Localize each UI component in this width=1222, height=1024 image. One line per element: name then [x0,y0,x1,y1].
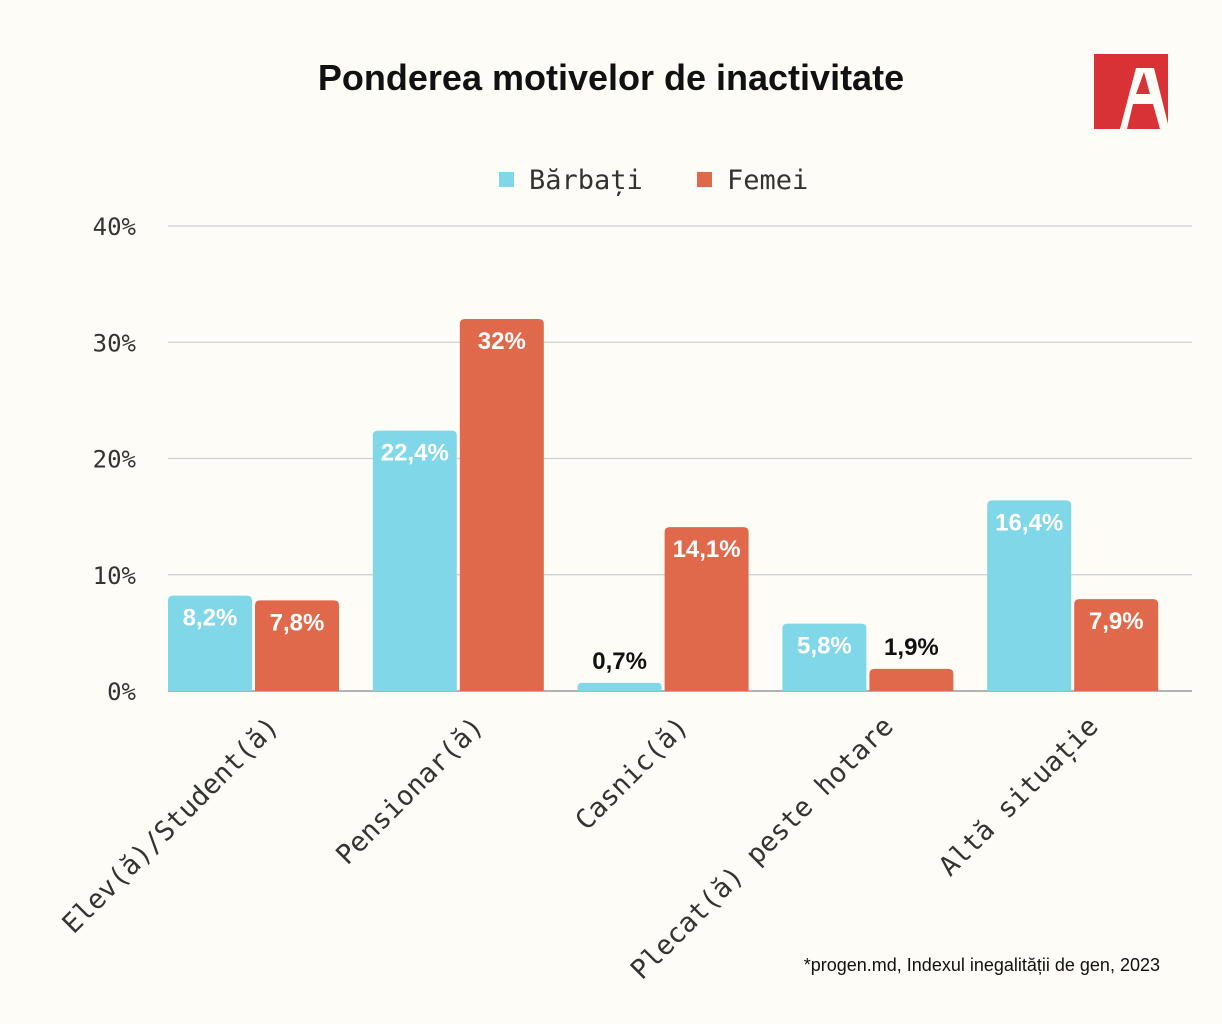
chart-title: Ponderea motivelor de inactivitate [318,57,904,98]
bars: 8,2% 7,8% 22,4% 32% 0,7% 14,1% 5,8% 1,9% 16,4% 7,… [168,319,1159,691]
data-label: 22,4% [381,440,449,467]
logo-letter-a [1120,68,1168,129]
data-label: 16,4% [995,509,1063,536]
bar [987,500,1072,691]
data-label: 7,9% [1089,608,1144,635]
y-tick-label: 20% [93,446,137,474]
data-label: 7,8% [270,609,325,636]
legend: Bărbați Femei [499,165,808,196]
legend-label: Femei [727,165,808,196]
data-label: 0,7% [592,648,647,675]
category-label: Casnic(ă) [570,711,695,836]
data-label: 32% [478,328,526,355]
data-label: 5,8% [797,633,852,660]
bar [1074,599,1159,691]
bar [372,430,457,691]
category-label: Altă situație [933,711,1104,882]
data-label: 14,1% [673,536,741,563]
y-tick-label: 0% [107,678,136,706]
y-tick-label: 10% [93,562,137,590]
bar [255,600,339,691]
legend-swatch [697,172,712,187]
source-note: *progen.md, Indexul inegalității de gen,… [804,955,1160,975]
y-tick-label: 40% [93,213,137,241]
y-tick-label: 30% [93,329,137,357]
data-label: 8,2% [183,605,238,632]
legend-swatch [499,172,514,187]
y-axis: 0% 10% 20% 30% 40% [93,213,137,706]
bar [577,682,662,691]
bar [664,527,749,691]
x-axis: Elev(ă)/Student(ă) Pensionar(ă) Casnic(ă)P… [57,711,1105,986]
category-label: Pensionar(ă) [330,711,490,871]
data-label: 1,9% [884,634,939,661]
brand-logo [1094,54,1168,129]
bar [459,319,544,691]
legend-label: Bărbați [529,165,643,196]
bar [168,595,252,691]
bar [869,668,954,691]
bar [782,623,867,691]
category-label: Elev(ă)/Student(ă) [57,711,286,940]
